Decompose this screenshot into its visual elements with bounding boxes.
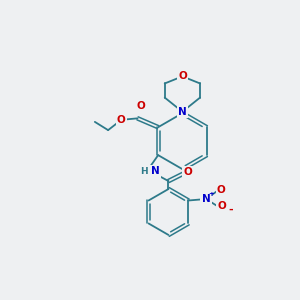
- Text: +: +: [208, 191, 214, 197]
- Text: N: N: [178, 107, 187, 117]
- Text: O: O: [117, 115, 126, 125]
- Text: H: H: [140, 167, 147, 176]
- Text: O: O: [136, 101, 145, 111]
- Text: O: O: [183, 167, 192, 177]
- Text: -: -: [228, 205, 233, 214]
- Text: N: N: [202, 194, 210, 204]
- Text: O: O: [218, 201, 226, 211]
- Text: O: O: [178, 71, 187, 81]
- Text: O: O: [217, 185, 226, 195]
- Text: N: N: [151, 166, 160, 176]
